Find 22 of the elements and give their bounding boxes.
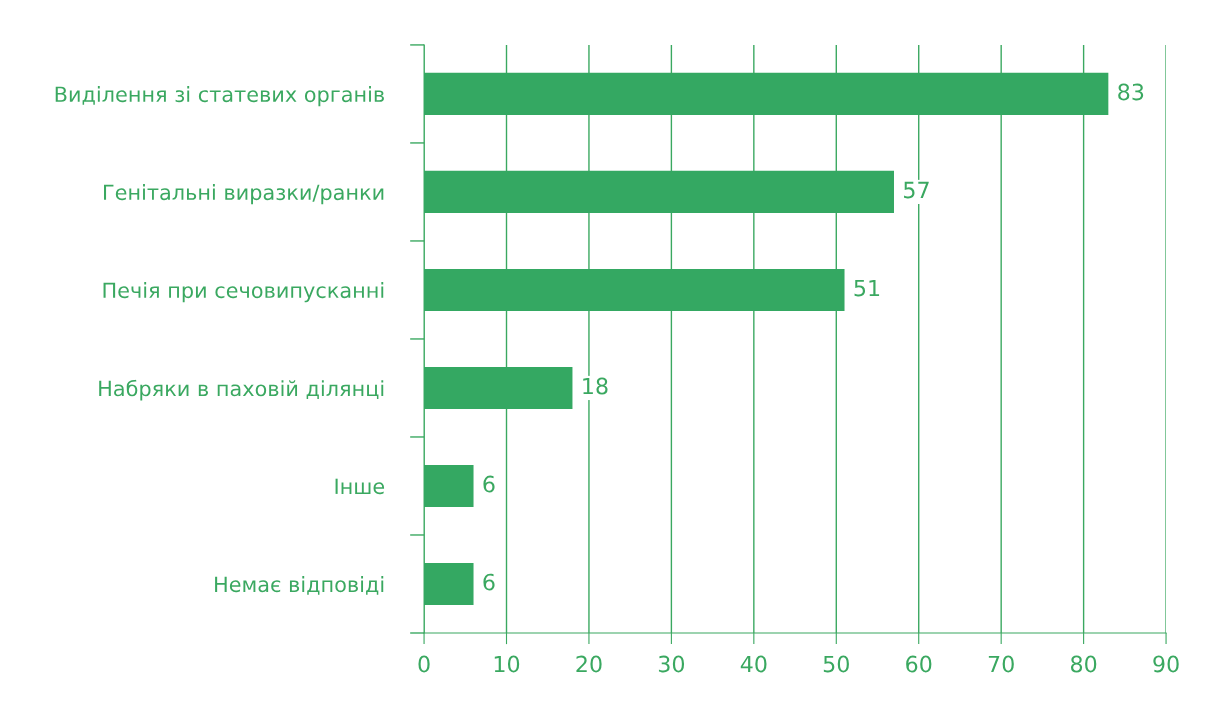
- y-tick-label: Немає відповіді: [215, 576, 384, 595]
- data-label: 18: [583, 377, 608, 395]
- x-tick-label: 50: [823, 655, 849, 673]
- data-label: 6: [483, 475, 495, 493]
- x-tick-label: 90: [1153, 655, 1179, 673]
- y-tick-label: Генітальні виразки/ранки: [104, 184, 384, 205]
- x-tick-label: 0: [418, 655, 430, 673]
- x-tick-label: 30: [658, 655, 685, 673]
- x-tick-label: 60: [906, 655, 932, 673]
- data-label: 57: [904, 181, 929, 199]
- data-label: 51: [854, 279, 880, 297]
- y-tick-label: Набряки в паховій ділянці: [99, 379, 384, 401]
- x-tick-label: 80: [1070, 655, 1097, 673]
- x-tick-label: 10: [494, 655, 520, 673]
- y-tick-label: Печія при сечовипусканні: [103, 282, 384, 303]
- x-tick-label: 20: [576, 655, 602, 673]
- data-label: 83: [1118, 83, 1144, 101]
- y-tick-label: Виділення зі статевих органів: [55, 86, 384, 107]
- y-tick-label: Інше: [335, 478, 385, 495]
- x-tick-label: 40: [740, 655, 767, 673]
- x-tick-label: 70: [988, 655, 1014, 673]
- data-label: 6: [483, 573, 495, 591]
